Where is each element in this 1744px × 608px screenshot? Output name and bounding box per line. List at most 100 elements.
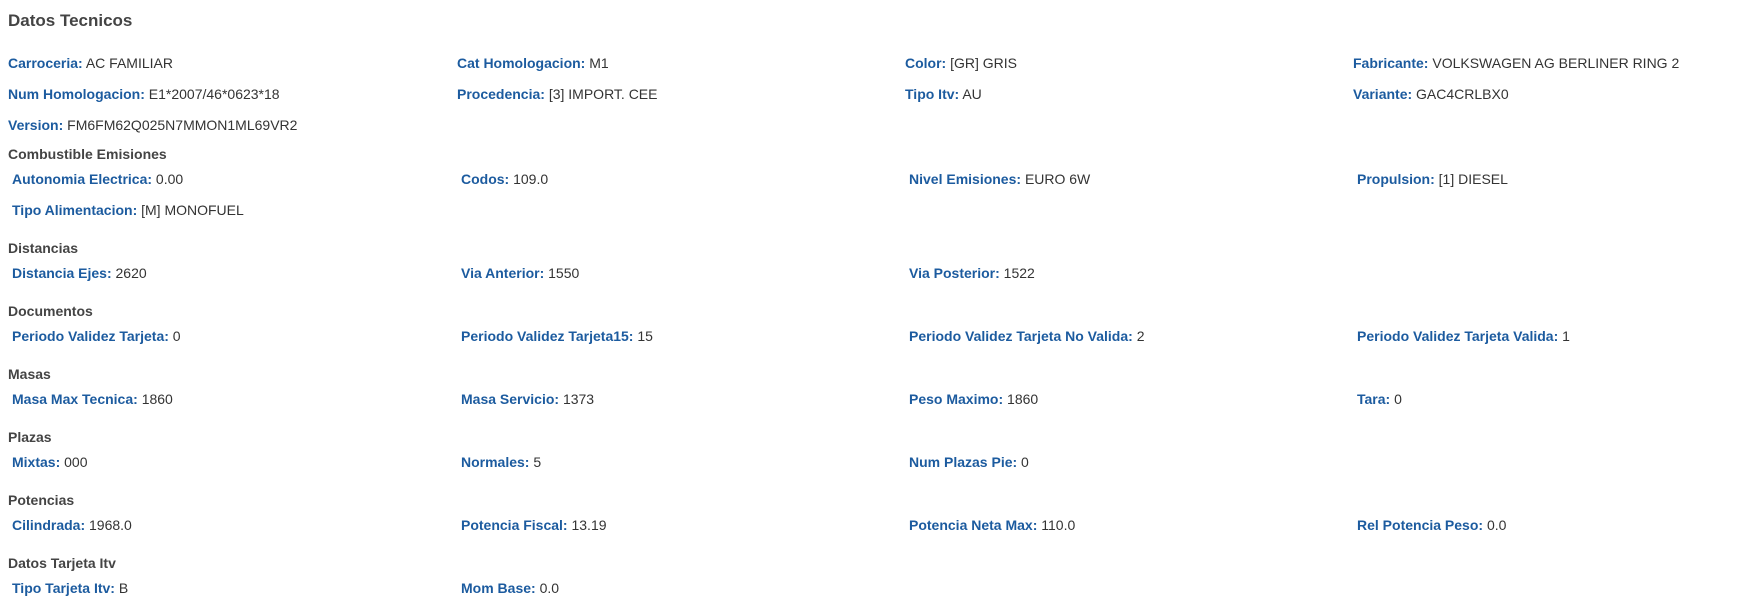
field-value: 15 — [637, 328, 653, 344]
page-title: Datos Tecnicos — [8, 11, 133, 30]
field-value: AU — [962, 86, 982, 102]
field-row: Autonomia Electrica: 0.00 Codos: 109.0 Niv… — [0, 169, 1744, 189]
field-label: Fabricante: — [1353, 55, 1429, 71]
field-value: 5 — [533, 454, 542, 470]
field-value: 000 — [64, 454, 88, 470]
section-heading-masas: Masas — [8, 366, 51, 382]
field-variante: Variante: GAC4CRLBX0 — [1353, 84, 1509, 104]
field-carroceria: Carroceria: AC FAMILIAR — [8, 53, 173, 73]
section-heading-distancias: Distancias — [8, 240, 79, 256]
field-value: 0.0 — [539, 580, 560, 596]
field-value: 1550 — [548, 265, 580, 281]
field-tara: Tara: 0 — [1357, 389, 1402, 409]
field-label: Procedencia: — [457, 86, 545, 102]
field-codos: Codos: 109.0 — [461, 169, 548, 189]
section-heading-combustible-emisiones: Combustible Emisiones — [8, 146, 167, 162]
field-cilindrada: Cilindrada: 1968.0 — [12, 515, 132, 535]
field-value: B — [118, 580, 129, 596]
field-value: [3] IMPORT. CEE — [548, 86, 658, 102]
field-color: Color: [GR] GRIS — [905, 53, 1017, 73]
field-via-anterior: Via Anterior: 1550 — [461, 263, 579, 283]
field-tipo-itv: Tipo Itv: AU — [905, 84, 982, 104]
field-value: 1373 — [562, 391, 595, 407]
field-cat-homologacion: Cat Homologacion: M1 — [457, 53, 609, 73]
field-label: Masa Servicio: — [461, 391, 560, 407]
field-label: Cilindrada: — [12, 517, 86, 533]
field-label: Periodo Validez Tarjeta: — [12, 328, 169, 344]
field-tipo-alimentacion: Tipo Alimentacion: [M] MONOFUEL — [12, 200, 244, 220]
field-value: GAC4CRLBX0 — [1416, 86, 1509, 102]
field-label: Masa Max Tecnica: — [12, 391, 138, 407]
field-label: Version: — [8, 117, 64, 133]
field-row: Carroceria: AC FAMILIAR Cat Homologacion:… — [0, 53, 1744, 73]
field-mom-base: Mom Base: 0.0 — [461, 578, 559, 598]
field-label: Carroceria: — [8, 55, 83, 71]
section-heading-potencias: Potencias — [8, 492, 75, 508]
field-num-homologacion: Num Homologacion: E1*2007/46*0623*18 — [8, 84, 280, 104]
field-value: 13.19 — [571, 517, 607, 533]
field-propulsion: Propulsion: [1] DIESEL — [1357, 169, 1508, 189]
field-label: Potencia Fiscal: — [461, 517, 568, 533]
field-row: Tipo Tarjeta Itv: B Mom Base: 0.0 — [0, 578, 1744, 598]
field-value: 0 — [1394, 391, 1402, 407]
field-value: 1522 — [1003, 265, 1035, 281]
field-rel-potencia-peso: Rel Potencia Peso: 0.0 — [1357, 515, 1506, 535]
field-value: 1860 — [1007, 391, 1039, 407]
field-label: Potencia Neta Max: — [909, 517, 1038, 533]
field-label: Nivel Emisiones: — [909, 171, 1022, 187]
field-mixtas: Mixtas: 000 — [12, 452, 87, 472]
field-tipo-tarjeta-itv: Tipo Tarjeta Itv: B — [12, 578, 128, 598]
field-label: Peso Maximo: — [909, 391, 1004, 407]
field-value: E1*2007/46*0623*18 — [148, 86, 280, 102]
field-label: Periodo Validez Tarjeta15: — [461, 328, 634, 344]
field-row: Num Homologacion: E1*2007/46*0623*18 Proc… — [0, 84, 1744, 104]
field-value: 110.0 — [1041, 517, 1076, 533]
field-value: AC FAMILIAR — [85, 55, 173, 71]
section-heading-datos-tarjeta-itv: Datos Tarjeta Itv — [8, 555, 116, 571]
field-row: Masa Max Tecnica: 1860 Masa Servicio: 137… — [0, 389, 1744, 409]
field-value: 1 — [1562, 328, 1570, 344]
field-row: Version: FM6FM62Q025N7MMON1ML69VR2 — [0, 115, 1744, 135]
field-nivel-emisiones: Nivel Emisiones: EURO 6W — [909, 169, 1090, 189]
field-label: Via Anterior: — [461, 265, 545, 281]
section-heading-plazas: Plazas — [8, 429, 52, 445]
field-autonomia-electrica: Autonomia Electrica: 0.00 — [12, 169, 183, 189]
field-value: [1] DIESEL — [1438, 171, 1508, 187]
field-label: Autonomia Electrica: — [12, 171, 153, 187]
field-row: Distancia Ejes: 2620 Via Anterior: 1550 Vi… — [0, 263, 1744, 283]
field-fabricante: Fabricante: VOLKSWAGEN AG BERLINER RING … — [1353, 53, 1679, 73]
field-label: Tara: — [1357, 391, 1391, 407]
field-label: Cat Homologacion: — [457, 55, 586, 71]
field-value: 1968.0 — [89, 517, 132, 533]
field-value: 0 — [172, 328, 181, 344]
field-potencia-neta-max: Potencia Neta Max: 110.0 — [909, 515, 1075, 535]
field-normales: Normales: 5 — [461, 452, 541, 472]
field-row: Periodo Validez Tarjeta: 0 Periodo Valide… — [0, 326, 1744, 346]
field-label: Color: — [905, 55, 947, 71]
field-value: FM6FM62Q025N7MMON1ML69VR2 — [67, 117, 298, 133]
field-label: Num Plazas Pie: — [909, 454, 1018, 470]
field-periodo-validez-tarjeta-valida: Periodo Validez Tarjeta Valida: 1 — [1357, 326, 1570, 346]
field-value: EURO 6W — [1024, 171, 1091, 187]
field-value: [M] MONOFUEL — [141, 202, 244, 218]
field-label: Mixtas: — [12, 454, 61, 470]
field-value: [GR] GRIS — [950, 55, 1018, 71]
field-label: Rel Potencia Peso: — [1357, 517, 1484, 533]
field-peso-maximo: Peso Maximo: 1860 — [909, 389, 1038, 409]
field-periodo-validez-tarjeta15: Periodo Validez Tarjeta15: 15 — [461, 326, 653, 346]
field-label: Tipo Tarjeta Itv: — [12, 580, 115, 596]
field-procedencia: Procedencia: [3] IMPORT. CEE — [457, 84, 658, 104]
field-row: Mixtas: 000 Normales: 5 Num Plazas Pie: 0 — [0, 452, 1744, 472]
field-value: 2620 — [115, 265, 147, 281]
field-label: Distancia Ejes: — [12, 265, 112, 281]
field-label: Normales: — [461, 454, 530, 470]
field-value: 0.0 — [1486, 517, 1507, 533]
field-row: Tipo Alimentacion: [M] MONOFUEL — [0, 200, 1744, 220]
field-masa-max-tecnica: Masa Max Tecnica: 1860 — [12, 389, 173, 409]
field-label: Tipo Alimentacion: — [12, 202, 138, 218]
field-value: 0 — [1021, 454, 1029, 470]
field-distancia-ejes: Distancia Ejes: 2620 — [12, 263, 147, 283]
field-value: 109.0 — [513, 171, 549, 187]
field-label: Codos: — [461, 171, 510, 187]
field-num-plazas-pie: Num Plazas Pie: 0 — [909, 452, 1029, 472]
